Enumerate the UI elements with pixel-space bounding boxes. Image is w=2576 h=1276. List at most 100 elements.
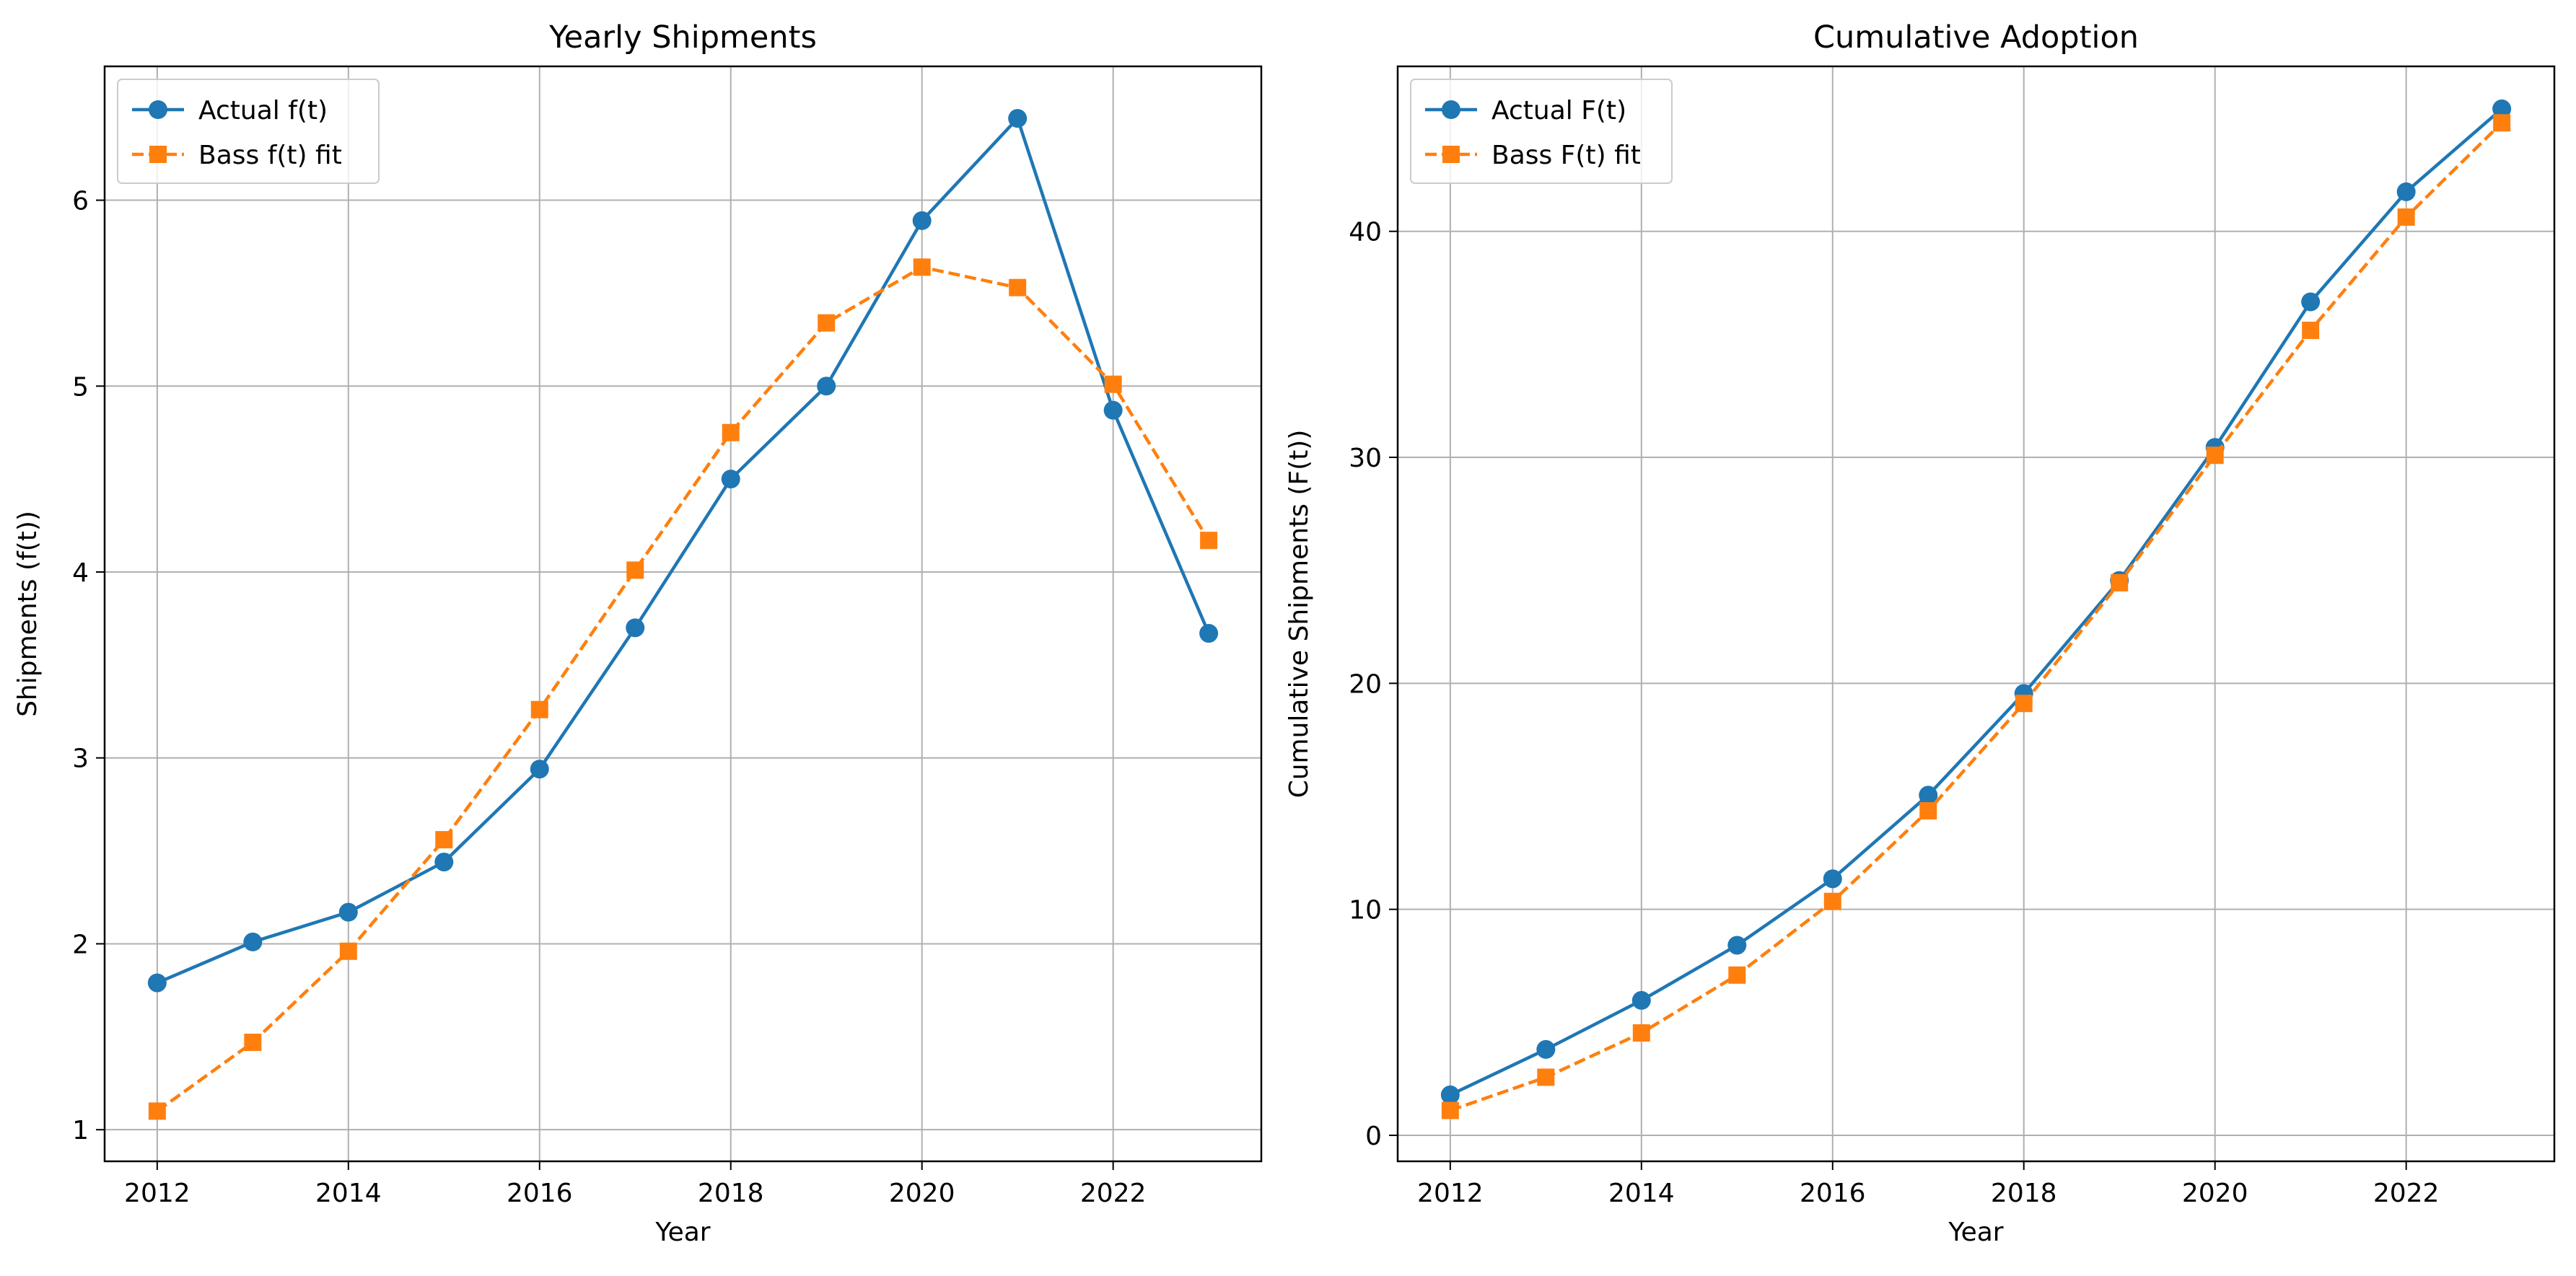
legend-marker <box>149 100 167 119</box>
y-tick-label: 5 <box>72 372 89 402</box>
legend-marker <box>149 146 167 163</box>
y-tick-label: 10 <box>1349 896 1382 925</box>
x-tick-label: 2012 <box>1417 1179 1484 1208</box>
data-point <box>1103 400 1123 420</box>
grid-lines <box>1398 66 2554 1161</box>
data-point <box>1536 1039 1556 1059</box>
legend-entry-bass-fit: Bass F(t) fit <box>1425 141 1641 170</box>
y-tick-label: 40 <box>1349 218 1382 247</box>
series-lines <box>1440 99 2512 1119</box>
x-tick-label: 2014 <box>1608 1179 1675 1208</box>
data-point <box>818 314 836 332</box>
legend: Actual F(t) Bass F(t) fit <box>1410 79 1673 184</box>
y-tick-label: 4 <box>72 558 89 588</box>
legend-label: Actual f(t) <box>198 96 328 126</box>
chart-yearly-shipments: 2012 2014 2016 2018 2020 2022 1 2 3 4 5 6 Yearly S… <box>13 19 1263 1247</box>
data-point <box>721 470 740 489</box>
y-tick-label: 6 <box>72 187 89 216</box>
y-axis-label: Shipments (f(t)) <box>13 511 43 717</box>
data-point <box>339 942 357 960</box>
y-tick-label: 0 <box>1365 1122 1382 1151</box>
series-line <box>156 265 1211 1113</box>
data-point <box>1632 1024 1650 1042</box>
y-tick-label: 1 <box>72 1116 89 1145</box>
data-point <box>2397 208 2415 226</box>
data-point <box>2206 446 2224 465</box>
data-point <box>2301 292 2321 312</box>
series-actual-f-t <box>147 109 1219 993</box>
data-point <box>1823 892 1841 910</box>
x-axis-label: Year <box>1948 1218 2003 1247</box>
data-point <box>1104 375 1122 393</box>
data-point <box>1823 869 1842 889</box>
data-point <box>434 853 454 872</box>
legend: Actual f(t) Bass f(t) fit <box>117 79 380 184</box>
data-point <box>626 561 644 579</box>
legend-swatch <box>1425 146 1477 163</box>
data-point <box>1441 1101 1459 1119</box>
grid-lines <box>105 66 1261 1161</box>
legend-entry-actual: Actual f(t) <box>132 96 328 126</box>
data-point <box>1919 802 1937 820</box>
series-line <box>1449 107 2503 1096</box>
data-point <box>1537 1068 1555 1086</box>
legend-swatch <box>1425 100 1477 119</box>
series-lines <box>147 109 1219 1120</box>
plot-frame <box>1396 65 2556 1163</box>
x-tick-label: 2020 <box>889 1179 955 1208</box>
legend-marker <box>1442 100 1460 119</box>
y-ticks: 1 2 3 4 5 6 <box>72 187 105 1145</box>
x-ticks: 2012 2014 2016 2018 2020 2022 <box>124 1161 1146 1208</box>
y-tick-label: 20 <box>1349 669 1382 699</box>
x-tick-label: 2022 <box>1080 1179 1147 1208</box>
chart-title: Yearly Shipments <box>548 19 817 56</box>
data-point <box>338 902 358 922</box>
data-point <box>1200 532 1218 550</box>
data-point <box>244 1034 262 1052</box>
data-point <box>530 700 548 718</box>
series-line <box>1450 121 2503 1112</box>
y-tick-label: 2 <box>72 930 89 959</box>
data-point <box>1631 990 1651 1010</box>
x-tick-label: 2018 <box>1991 1179 2057 1208</box>
x-axis-label: Year <box>654 1218 710 1247</box>
data-point <box>1199 624 1219 643</box>
legend-box <box>117 79 380 184</box>
data-point <box>243 932 263 951</box>
x-tick-label: 2012 <box>124 1179 190 1208</box>
legend-box <box>1410 79 1673 184</box>
series-bass-f-t-fit <box>1441 114 2511 1119</box>
data-point <box>2302 321 2320 339</box>
data-point <box>1727 936 1747 955</box>
x-ticks: 2012 2014 2016 2018 2020 2022 <box>1417 1161 2439 1208</box>
data-point <box>530 760 549 779</box>
chart-title: Cumulative Adoption <box>1813 19 2139 56</box>
y-tick-label: 3 <box>72 744 89 774</box>
data-point <box>2015 695 2033 713</box>
data-point <box>148 1102 166 1120</box>
legend-label: Bass F(t) fit <box>1491 141 1641 170</box>
legend-swatch <box>132 146 184 163</box>
series-line <box>156 116 1211 985</box>
data-point <box>1008 109 1028 128</box>
legend-entry-bass-fit: Bass f(t) fit <box>132 141 342 170</box>
data-point <box>912 211 932 230</box>
legend-swatch <box>132 100 184 119</box>
legend-entry-actual: Actual F(t) <box>1425 96 1626 126</box>
x-tick-label: 2016 <box>507 1179 573 1208</box>
x-tick-label: 2014 <box>315 1179 382 1208</box>
data-point <box>1009 278 1027 296</box>
data-point <box>2396 182 2416 201</box>
x-tick-label: 2018 <box>698 1179 764 1208</box>
x-tick-label: 2016 <box>1800 1179 1866 1208</box>
plot-frame <box>103 65 1263 1163</box>
data-point <box>913 258 931 276</box>
data-point <box>435 831 453 849</box>
legend-marker <box>1442 146 1460 163</box>
data-point <box>1728 966 1746 984</box>
y-tick-label: 30 <box>1349 444 1382 473</box>
legend-label: Actual F(t) <box>1491 96 1626 126</box>
legend-label: Bass f(t) fit <box>198 141 342 170</box>
